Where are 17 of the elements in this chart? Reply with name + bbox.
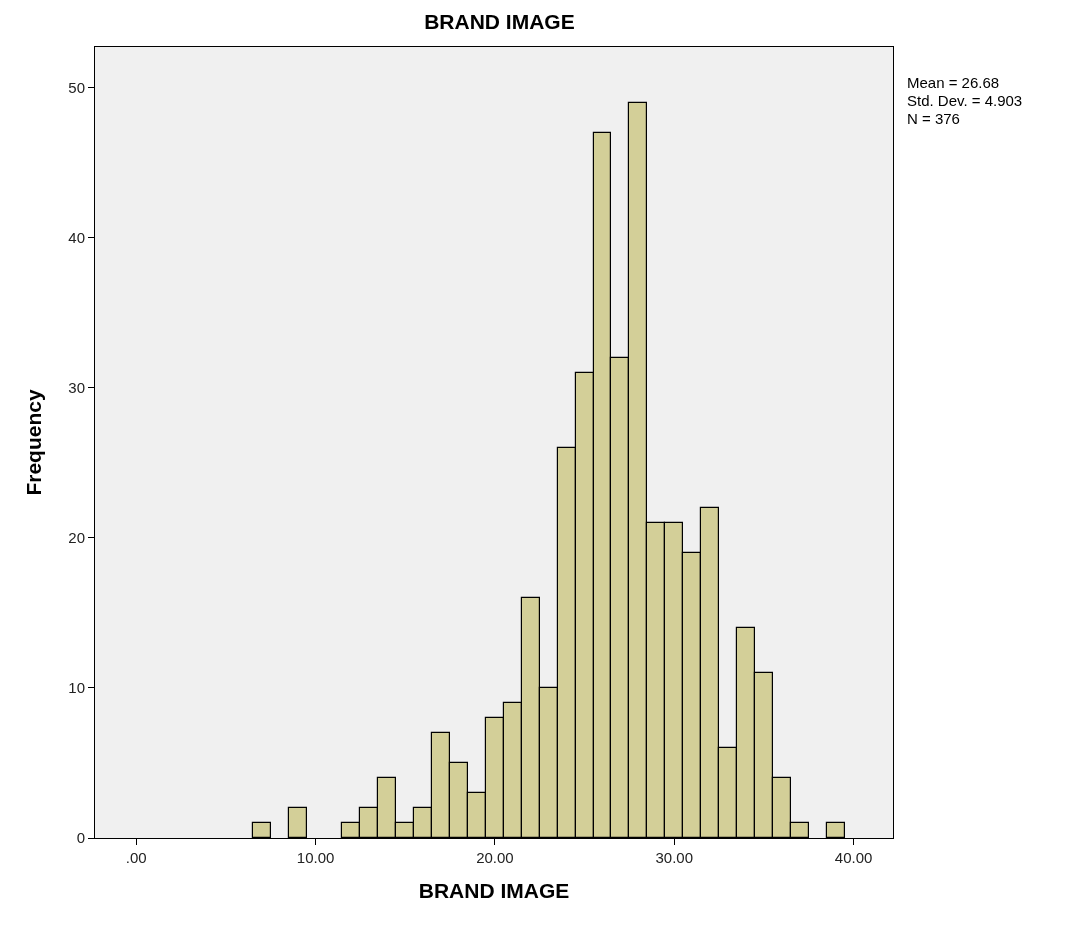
y-tick-label: 10 <box>68 679 85 697</box>
chart-title: BRAND IMAGE <box>424 9 575 33</box>
x-tick-label: .00 <box>125 849 147 866</box>
text: Mean = 26.68 <box>907 74 1000 91</box>
x-tick-label: 30.00 <box>655 849 693 866</box>
x-tick-label: 10.00 <box>296 849 335 866</box>
text: Std. Dev. = 4.903 <box>907 92 1023 109</box>
y-tick-label: 50 <box>68 78 85 96</box>
x-tick-label: 20.00 <box>476 849 514 866</box>
y-tick-label: 0 <box>76 829 85 847</box>
y-tick-label: 20 <box>68 529 85 547</box>
x-axis-title: BRAND IMAGE <box>418 879 570 903</box>
y-tick-label: 40 <box>68 228 85 246</box>
text: N = 376 <box>907 110 960 127</box>
y-axis-title: Frequency <box>22 389 46 496</box>
y-tick-label: 30 <box>68 378 85 396</box>
x-tick-label: 40.00 <box>834 849 873 866</box>
